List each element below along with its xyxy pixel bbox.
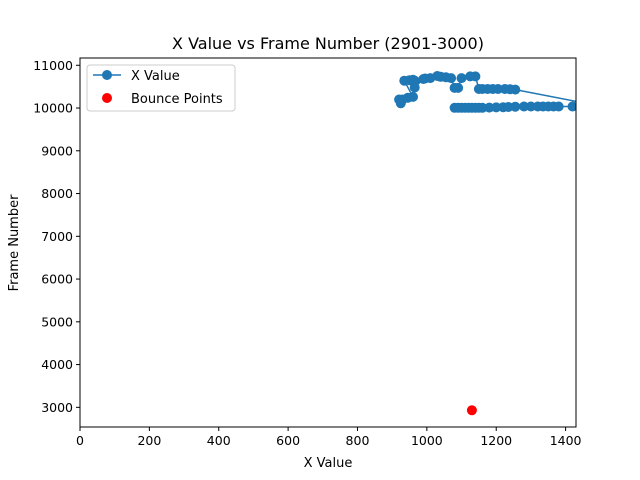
data-point: [394, 94, 405, 105]
x-tick-label: 1000: [411, 433, 443, 448]
data-point: [510, 101, 521, 112]
series-x-value: [394, 71, 576, 113]
y-tick-label: 7000: [41, 229, 73, 244]
y-axis-label: Frame Number: [7, 194, 22, 292]
x-tick-label: 600: [276, 433, 300, 448]
y-axis-ticks: 3000 4000 5000 6000 7000 8000 9000 10000 11000: [33, 58, 80, 415]
legend-marker-x-value: [102, 70, 112, 80]
y-tick-label: 9000: [41, 143, 73, 158]
plot-frame: [79, 57, 577, 428]
legend-label-bounce-points: Bounce Points: [131, 92, 223, 107]
data-point: [519, 101, 529, 112]
data-point: [473, 84, 484, 94]
y-tick-label: 4000: [41, 357, 73, 372]
y-tick-label: 3000: [41, 400, 73, 415]
legend-label-x-value: X Value: [131, 69, 180, 84]
x-tick-label: 400: [207, 433, 231, 448]
data-point: [466, 405, 477, 416]
y-tick-label: 11000: [33, 58, 73, 73]
data-point: [567, 101, 576, 112]
chart-title: X Value vs Frame Number (2901-3000): [172, 34, 484, 53]
legend: X Value Bounce Points: [86, 64, 236, 112]
x-axis-ticks: 0 200 400 600 800 1000 1200 1400: [76, 427, 582, 448]
data-point: [491, 102, 502, 113]
data-point: [553, 101, 564, 112]
data-point: [418, 74, 429, 84]
data-point: [477, 102, 488, 113]
data-point: [499, 84, 510, 94]
data-point: [399, 75, 410, 86]
x-tick-label: 200: [137, 433, 161, 448]
legend-box: [86, 64, 236, 112]
series-layer: [394, 71, 576, 416]
x-tick-label: 800: [346, 433, 370, 448]
x-tick-label: 0: [76, 433, 84, 448]
plot-area: 0 200 400 600 800 1000 1200 1400 3000 4000 5000 60…: [33, 57, 582, 448]
data-point: [465, 71, 476, 82]
data-point: [449, 82, 460, 93]
data-point: [456, 73, 467, 84]
y-tick-label: 8000: [41, 186, 73, 201]
y-tick-label: 10000: [33, 101, 73, 116]
y-tick-label: 6000: [41, 272, 73, 287]
series-bounce-points: [466, 405, 477, 416]
x-axis-label: X Value: [304, 456, 353, 471]
x-tick-label: 1200: [480, 433, 512, 448]
x-tick-label: 1400: [550, 433, 582, 448]
legend-marker-bounce-points: [102, 93, 112, 103]
y-tick-label: 5000: [41, 314, 73, 329]
data-point: [525, 101, 536, 112]
